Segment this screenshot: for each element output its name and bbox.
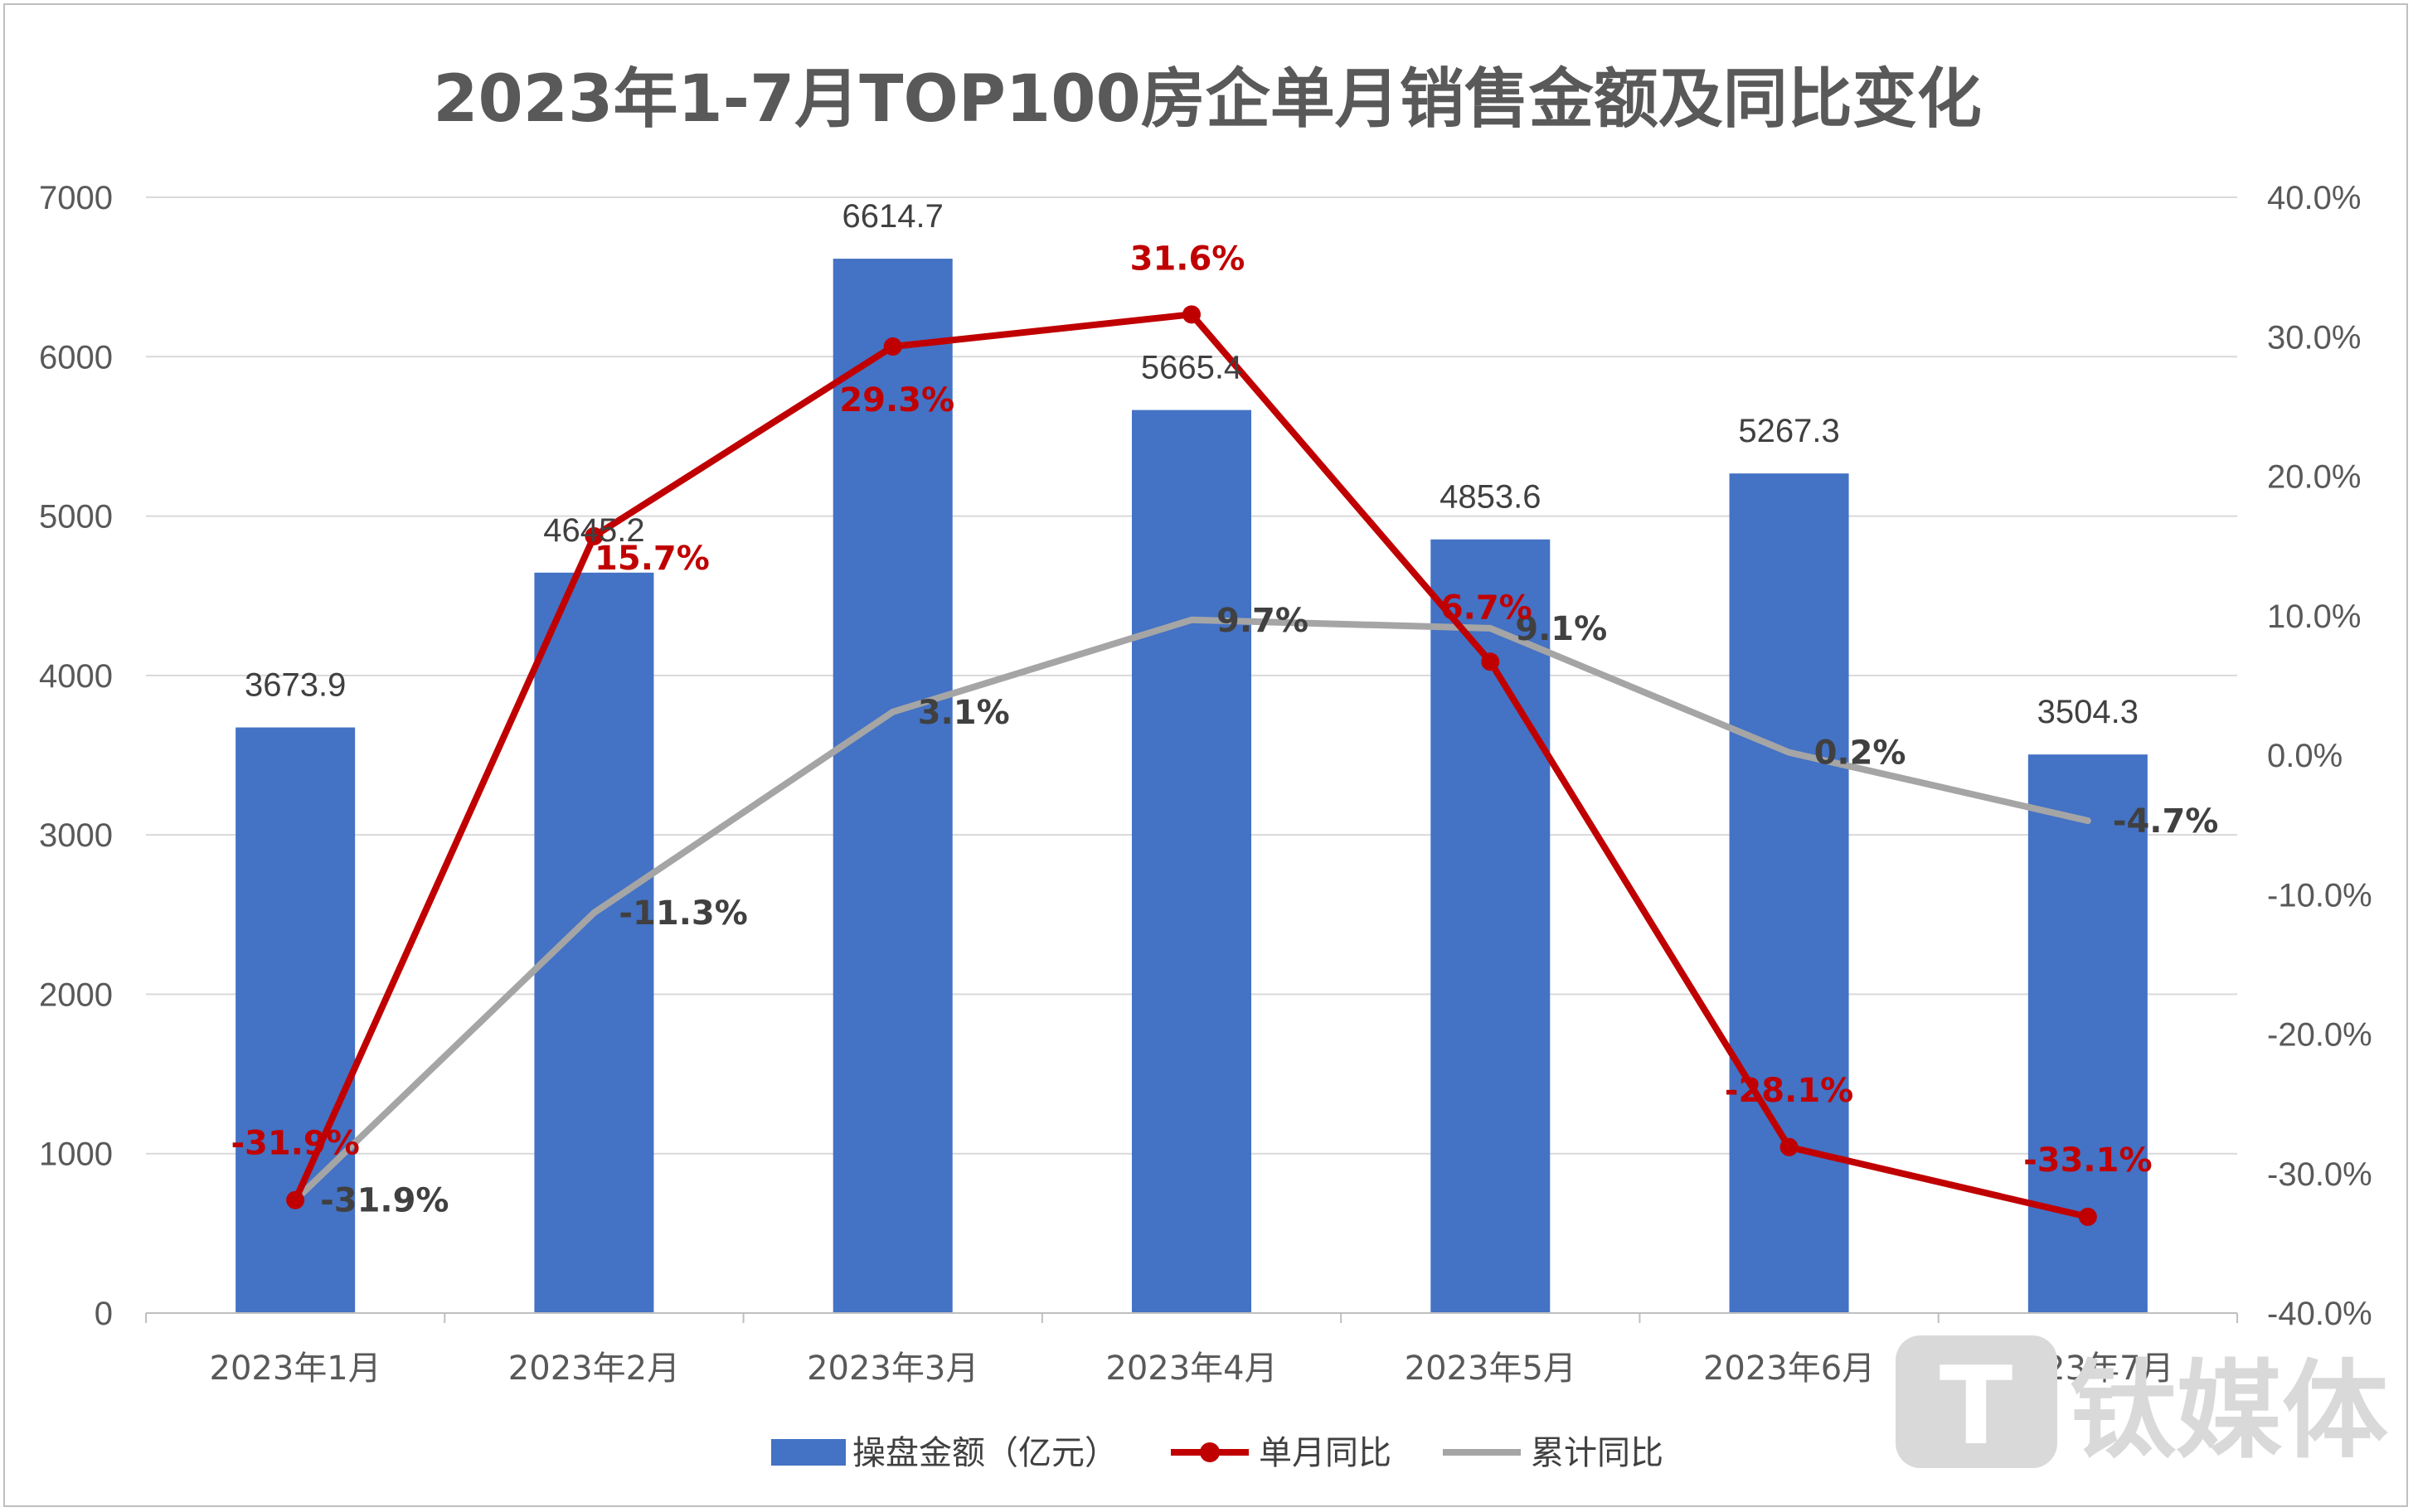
watermark-logo-icon [1896,1335,2057,1468]
watermark-logo-letter: T [1940,1343,2013,1469]
monthly-yoy-label: -31.9% [231,1125,359,1163]
axes: 0 1000 2000 3000 4000 5000 6000 7000 -40.0% -30.0… [39,180,2372,1388]
chart-title: 2023年1-7月TOP100房企单月销售金额及同比变化 [433,62,1982,137]
bar-series [235,259,2148,1314]
bar [534,572,654,1313]
chart-svg: 2023年1-7月TOP100房企单月销售金额及同比变化 0 1000 2000 30… [39,62,2388,1473]
x-axis-category-label: 2023年3月 [807,1350,978,1388]
bar-value-label: 4853.6 [1440,479,1541,516]
watermark: T 钛媒体 [1896,1335,2388,1473]
line-series [286,305,2097,1226]
left-axis-tick-label: 0 [95,1296,113,1332]
line-point [2078,1207,2097,1226]
bar-value-label: 5665.4 [1141,350,1242,386]
cumulative-yoy-label: 0.2% [1814,734,1906,773]
bar-value-label: 6614.7 [842,198,944,235]
bar [833,259,953,1314]
bar-value-label: 4645.2 [543,512,644,549]
monthly-yoy-label: 31.6% [1130,240,1245,278]
right-axis-tick-label: -30.0% [2267,1156,2372,1193]
bar-value-label: 5267.3 [1738,413,1839,449]
right-axis-tick-label: 40.0% [2267,180,2361,216]
cumulative-yoy-label: 9.1% [1515,610,1607,648]
line-point [1779,1137,1799,1156]
monthly-yoy-label: 15.7% [595,540,710,578]
cumulative-yoy-label: 3.1% [918,694,1010,732]
legend-label: 单月同比 [1259,1434,1391,1472]
monthly-yoy-label: 29.3% [839,381,954,419]
cumulative-yoy-label: -31.9% [320,1182,449,1220]
line-point [286,1190,305,1209]
line-point [883,337,902,356]
cumulative-yoy-label: 9.7% [1216,602,1308,640]
monthly-yoy-label: -28.1% [1725,1072,1853,1110]
left-axis-tick-label: 4000 [39,658,113,695]
left-axis-tick-label: 5000 [39,499,113,536]
x-axis-category-label: 2023年4月 [1105,1350,1277,1388]
x-axis-category-label: 2023年1月 [210,1350,381,1388]
left-axis-tick-label: 3000 [39,817,113,854]
line-point [585,526,604,545]
legend-marker [1200,1442,1220,1462]
cumulative-yoy-label: -4.7% [2113,802,2219,841]
right-axis-tick-label: 30.0% [2267,319,2361,356]
legend-bar-swatch [771,1439,846,1466]
legend: 操盘金额（亿元） 单月同比 累计同比 [771,1434,1663,1472]
legend-label: 操盘金额（亿元） [852,1434,1118,1472]
right-axis-tick-label: 0.0% [2267,738,2343,774]
x-axis-category-label: 2023年5月 [1405,1350,1576,1388]
bar [1729,473,1849,1313]
watermark-text: 钛媒体 [2070,1350,2388,1473]
right-axis-tick-label: -20.0% [2267,1017,2372,1054]
chart-frame: 2023年1-7月TOP100房企单月销售金额及同比变化 0 1000 2000 30… [3,3,2408,1507]
left-axis-tick-label: 1000 [39,1136,113,1173]
left-axis-tick-label: 6000 [39,339,113,376]
data-labels: 3673.9 4645.2 6614.7 5665.4 4853.6 5267.3 3504… [231,198,2218,1220]
right-axis-tick-label: -10.0% [2267,877,2372,914]
right-axis-tick-label: 20.0% [2267,459,2361,496]
left-axis-tick-label: 2000 [39,976,113,1013]
line-point [1481,652,1500,671]
bar [235,727,356,1313]
line-point [1182,305,1201,324]
monthly-yoy-label: -33.1% [2023,1141,2152,1180]
right-axis-tick-label: 10.0% [2267,598,2361,635]
cumulative-yoy-label: -11.3% [619,894,747,933]
bar [1132,410,1251,1313]
legend-label: 累计同比 [1531,1434,1663,1472]
bar-value-label: 3673.9 [245,667,346,704]
x-axis-category-label: 2023年6月 [1703,1350,1875,1388]
right-axis-tick-label: -40.0% [2267,1296,2372,1332]
x-axis-category-label: 2023年2月 [508,1350,680,1388]
monthly-yoy-label: 6.7% [1440,589,1532,627]
bar-value-label: 3504.3 [2037,694,2139,730]
left-axis-tick-label: 7000 [39,180,113,216]
series-line [292,616,2091,1204]
